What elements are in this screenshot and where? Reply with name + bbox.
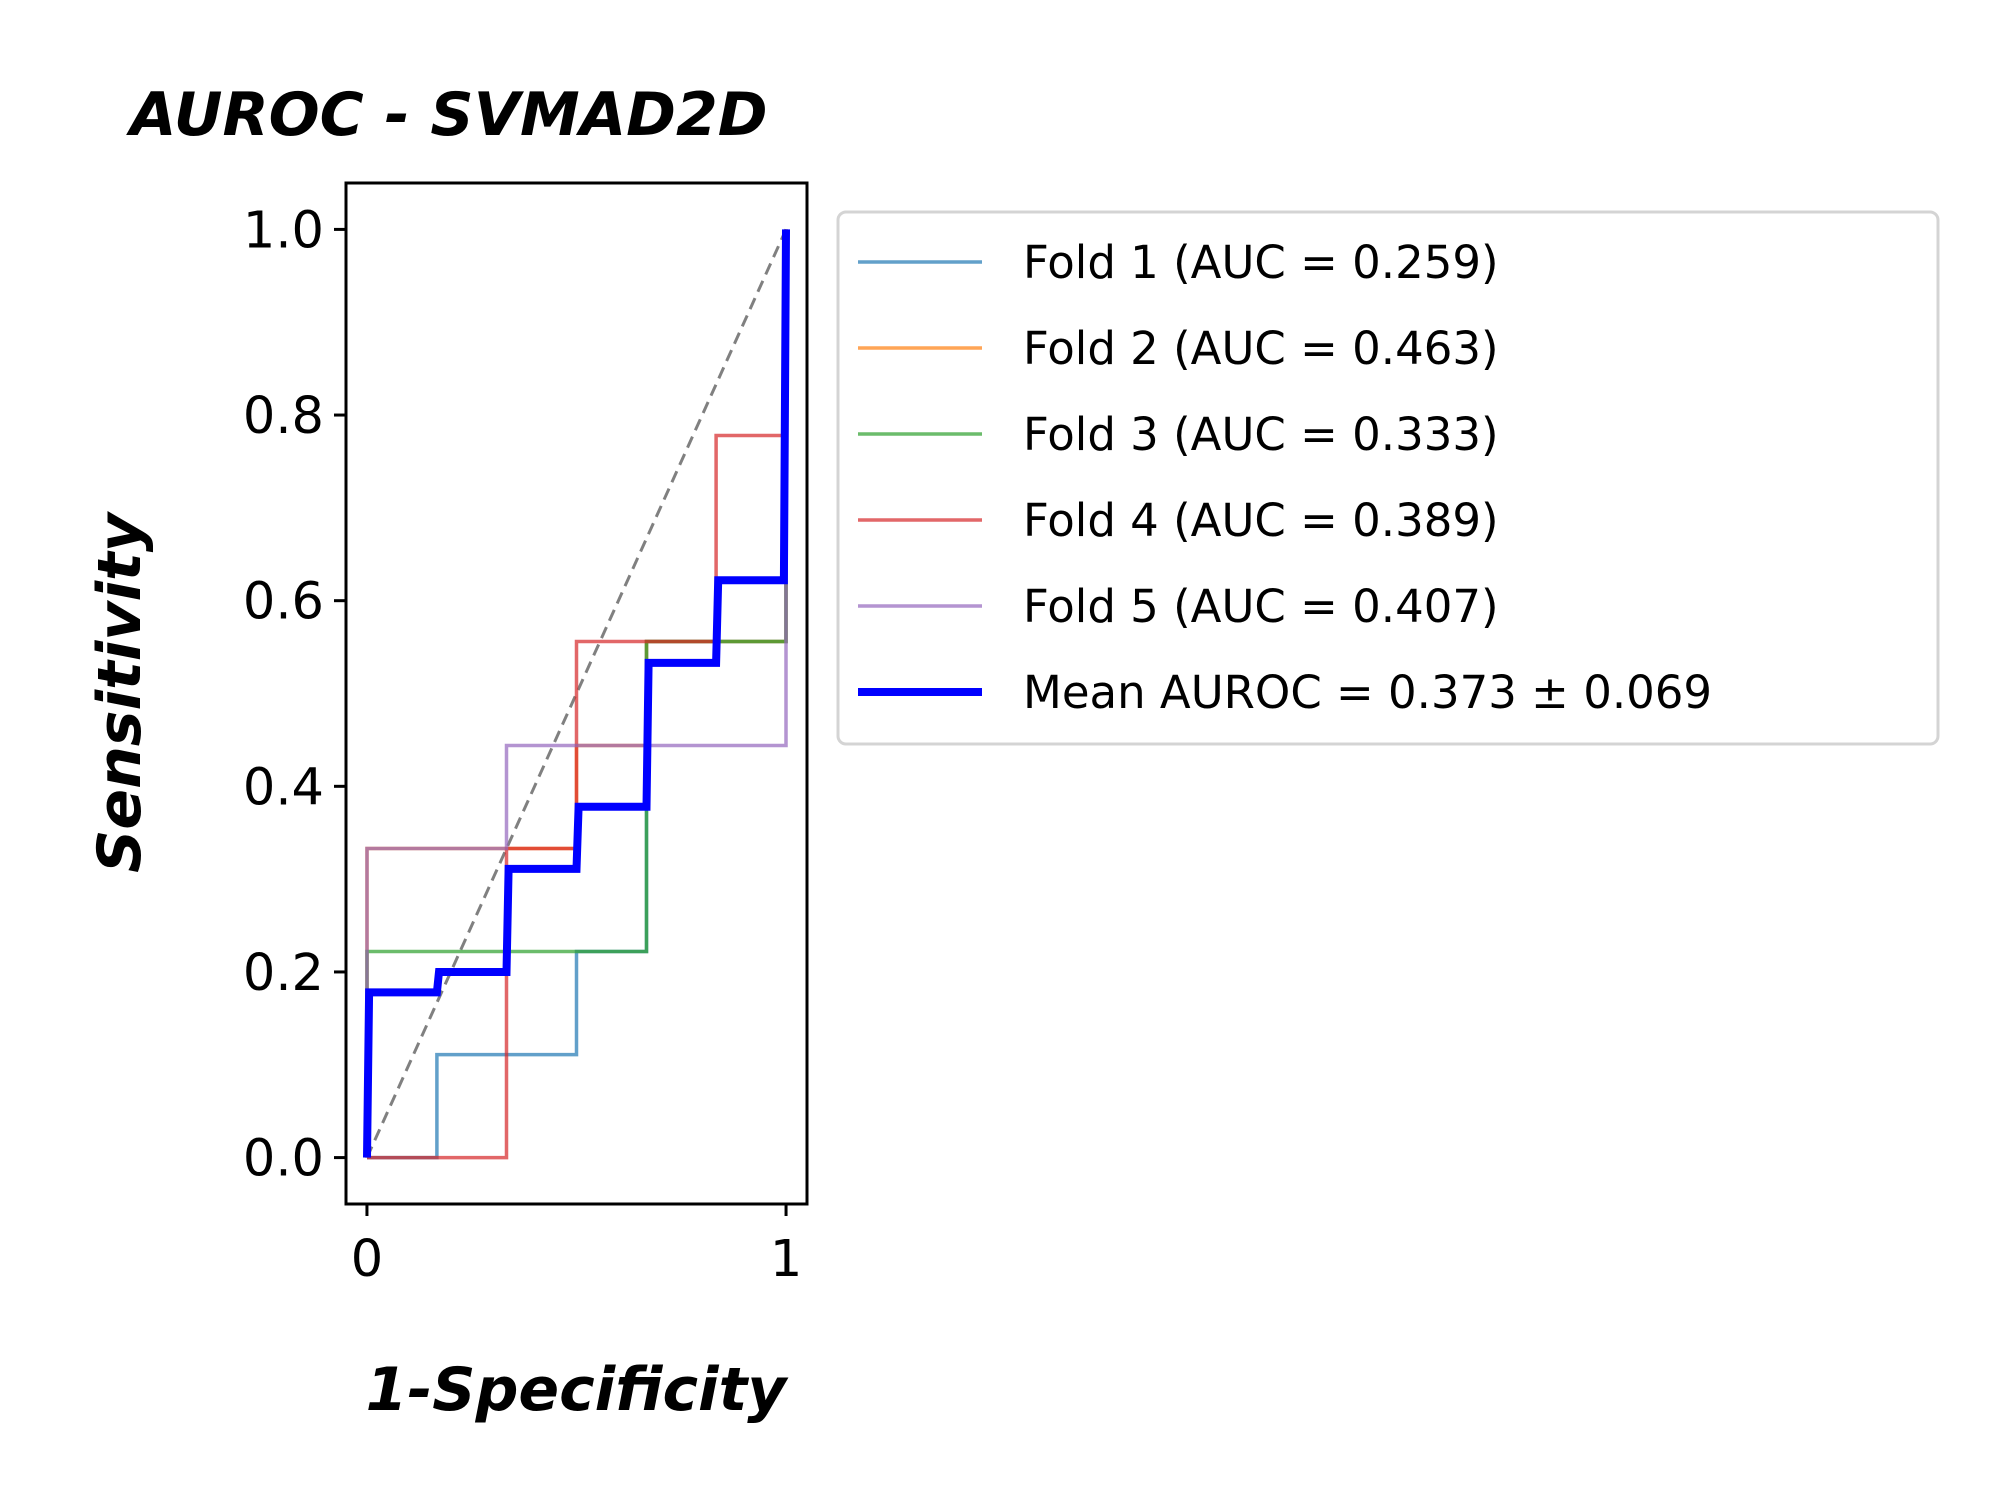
y-axis-label: Sensitivity [85,510,155,873]
series-layer [363,228,790,1160]
chart-title: AUROC - SVMAD2D [126,80,768,150]
fold-4-roc-line [367,229,788,1160]
fold-5-roc-line [365,229,788,1158]
y-tick-label: 0.0 [243,1130,324,1189]
y-tick-label: 0.4 [243,758,324,817]
legend-label: Fold 4 (AUC = 0.389) [1023,494,1499,547]
plot-area [344,181,809,1206]
mean-roc-line [363,229,790,1158]
legend-label: Fold 2 (AUC = 0.463) [1023,322,1499,375]
legend-items: Fold 1 (AUC = 0.259) Fold 2 (AUC = 0.463)… [858,236,1712,719]
legend-label: Fold 3 (AUC = 0.333) [1023,408,1499,461]
legend-frame [836,210,1940,746]
legend: Fold 1 (AUC = 0.259) Fold 2 (AUC = 0.463)… [836,210,1940,746]
x-tick-label: 0 [351,1230,383,1289]
y-tick-label: 0.2 [243,944,324,1003]
y-tick-label: 1.0 [243,201,324,260]
x-axis-label: 1-Specificity [366,1355,790,1425]
legend-label: Fold 5 (AUC = 0.407) [1023,580,1499,633]
legend-label: Fold 1 (AUC = 0.259) [1023,236,1499,289]
plot-frame [344,181,809,1206]
y-tick-label: 0.6 [243,573,324,632]
legend-label: Mean AUROC = 0.373 ± 0.069 [1023,666,1712,719]
y-axis-ticks: 0.0 0.2 0.4 0.6 0.8 1.0 [243,201,346,1189]
x-tick-label: 1 [770,1230,802,1289]
y-tick-label: 0.8 [243,387,324,446]
